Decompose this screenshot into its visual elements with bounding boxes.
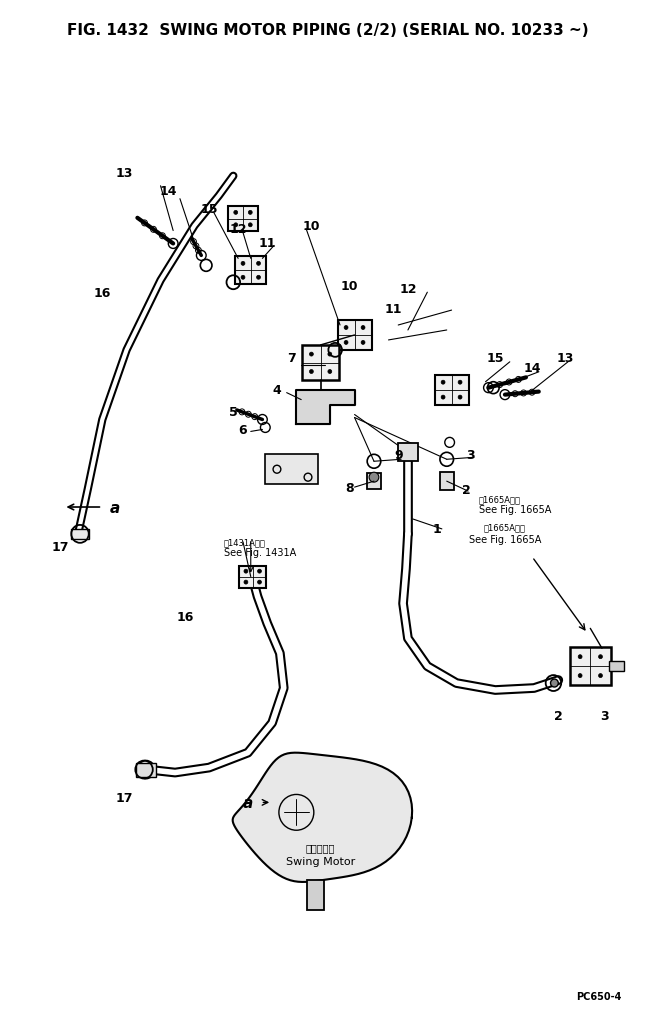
Circle shape: [257, 570, 261, 574]
Circle shape: [578, 655, 582, 659]
Circle shape: [344, 341, 348, 345]
Bar: [265, 454, 318, 485]
Circle shape: [344, 326, 348, 330]
Circle shape: [441, 381, 445, 385]
Text: See Fig. 1431A: See Fig. 1431A: [223, 547, 296, 557]
Circle shape: [361, 341, 365, 345]
Text: 13: 13: [116, 167, 134, 180]
Bar: [235, 257, 267, 285]
Text: 11: 11: [384, 303, 402, 315]
Circle shape: [599, 674, 603, 678]
Text: PC650-4: PC650-4: [576, 991, 622, 1002]
Circle shape: [309, 353, 313, 357]
Circle shape: [328, 370, 332, 374]
Text: a: a: [110, 500, 120, 515]
Text: 15: 15: [200, 203, 218, 216]
Text: See Fig. 1665A: See Fig. 1665A: [469, 534, 541, 544]
Text: 2: 2: [554, 709, 563, 722]
Text: Swing Motor: Swing Motor: [286, 856, 355, 866]
Text: 14: 14: [160, 185, 177, 198]
Circle shape: [241, 276, 245, 280]
Text: 5: 5: [229, 406, 238, 419]
Circle shape: [257, 276, 261, 280]
Circle shape: [241, 262, 245, 266]
Bar: [239, 567, 267, 588]
Text: See Fig. 1665A: See Fig. 1665A: [479, 504, 551, 515]
Text: 3: 3: [601, 709, 609, 722]
Circle shape: [234, 211, 238, 215]
Bar: [367, 474, 381, 489]
Bar: [440, 473, 453, 490]
Circle shape: [441, 395, 445, 399]
Text: 2: 2: [462, 483, 470, 496]
Polygon shape: [296, 390, 354, 425]
Bar: [337, 321, 371, 351]
Bar: [435, 375, 468, 406]
Text: 図1431A参照: 図1431A参照: [223, 538, 265, 547]
Text: 3: 3: [466, 448, 476, 462]
Circle shape: [309, 370, 313, 374]
Circle shape: [257, 581, 261, 585]
Text: 9: 9: [394, 448, 403, 462]
Circle shape: [551, 680, 558, 688]
Polygon shape: [233, 753, 412, 882]
Circle shape: [458, 381, 462, 385]
Circle shape: [248, 223, 252, 227]
Bar: [398, 444, 418, 462]
Text: 7: 7: [287, 352, 296, 365]
Circle shape: [257, 262, 261, 266]
Bar: [307, 880, 324, 910]
Text: FIG. 1432  SWING MOTOR PIPING (2/2) (SERIAL NO. 10233 ~): FIG. 1432 SWING MOTOR PIPING (2/2) (SERI…: [67, 23, 588, 38]
Text: 14: 14: [523, 362, 541, 375]
Text: 11: 11: [259, 236, 276, 250]
Circle shape: [599, 655, 603, 659]
Circle shape: [244, 581, 248, 585]
Text: 図1665A参照: 図1665A参照: [479, 495, 521, 504]
Text: 13: 13: [556, 352, 574, 365]
Text: 16: 16: [94, 286, 111, 300]
Circle shape: [248, 211, 252, 215]
Text: 図1665A参照: 図1665A参照: [484, 523, 526, 532]
Text: 15: 15: [487, 352, 504, 365]
Text: 10: 10: [302, 220, 320, 232]
Bar: [570, 648, 610, 686]
Circle shape: [328, 353, 332, 357]
Text: 6: 6: [238, 424, 248, 436]
Circle shape: [458, 395, 462, 399]
Text: 10: 10: [341, 279, 358, 292]
Bar: [136, 763, 156, 776]
Circle shape: [244, 570, 248, 574]
Bar: [71, 530, 88, 539]
Bar: [302, 346, 339, 381]
Text: a: a: [243, 795, 253, 810]
Circle shape: [369, 473, 379, 483]
Text: 12: 12: [399, 282, 417, 296]
Text: 17: 17: [52, 541, 69, 553]
Bar: [609, 661, 624, 672]
Text: 12: 12: [229, 223, 247, 235]
Text: 1: 1: [433, 523, 441, 536]
Circle shape: [361, 326, 365, 330]
Text: 旋回モータ: 旋回モータ: [306, 843, 335, 852]
Text: 17: 17: [116, 791, 134, 804]
Circle shape: [578, 674, 582, 678]
Text: 8: 8: [345, 481, 354, 494]
Bar: [229, 207, 257, 231]
Circle shape: [234, 223, 238, 227]
Text: 16: 16: [176, 610, 193, 624]
Text: 4: 4: [272, 384, 282, 396]
